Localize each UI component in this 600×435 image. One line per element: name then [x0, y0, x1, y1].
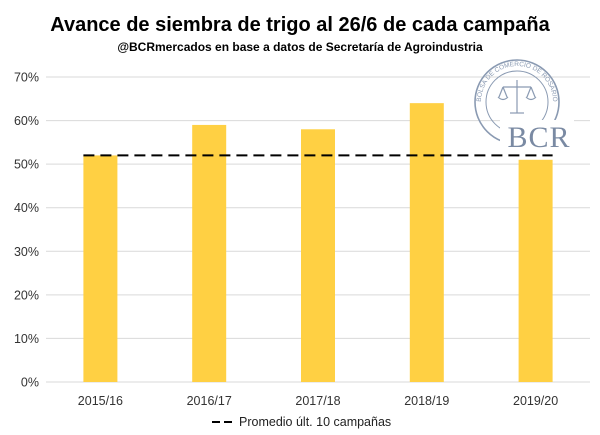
legend-label: Promedio últ. 10 campañas	[239, 415, 391, 429]
y-tick-label: 30%	[14, 245, 39, 259]
x-tick-label: 2016/17	[187, 394, 232, 408]
y-tick-label: 70%	[14, 71, 39, 85]
x-tick-label: 2015/16	[78, 394, 123, 408]
x-axis-tick-labels: 2015/16 2016/17 2017/18 2018/19 2019/20	[78, 394, 558, 408]
bar	[83, 155, 118, 382]
legend: Promedio últ. 10 campañas	[212, 415, 391, 429]
logo-text-backdrop	[500, 120, 574, 152]
chart-subtitle: @BCRmercados en base a datos de Secretar…	[117, 40, 483, 54]
logo-text: BCR	[507, 121, 570, 154]
y-tick-label: 40%	[14, 201, 39, 215]
y-tick-label: 10%	[14, 332, 39, 346]
y-tick-label: 20%	[14, 288, 39, 302]
bar	[518, 159, 553, 382]
scale-icon	[497, 80, 537, 114]
x-tick-label: 2019/20	[513, 394, 558, 408]
y-tick-label: 50%	[14, 158, 39, 172]
bcr-logo: BOLSA DE COMERCIO DE ROSARIO BCR	[474, 59, 574, 154]
y-tick-label: 60%	[14, 114, 39, 128]
bars	[83, 103, 553, 383]
x-tick-label: 2017/18	[295, 394, 340, 408]
y-tick-label: 0%	[21, 376, 39, 390]
chart-title: Avance de siembra de trigo al 26/6 de ca…	[50, 14, 550, 36]
bar	[409, 103, 444, 383]
bar	[301, 129, 335, 382]
bar	[192, 124, 227, 382]
y-axis-tick-labels: 0% 10% 20% 30% 40% 50% 60% 70%	[14, 71, 39, 390]
x-tick-label: 2018/19	[404, 394, 449, 408]
